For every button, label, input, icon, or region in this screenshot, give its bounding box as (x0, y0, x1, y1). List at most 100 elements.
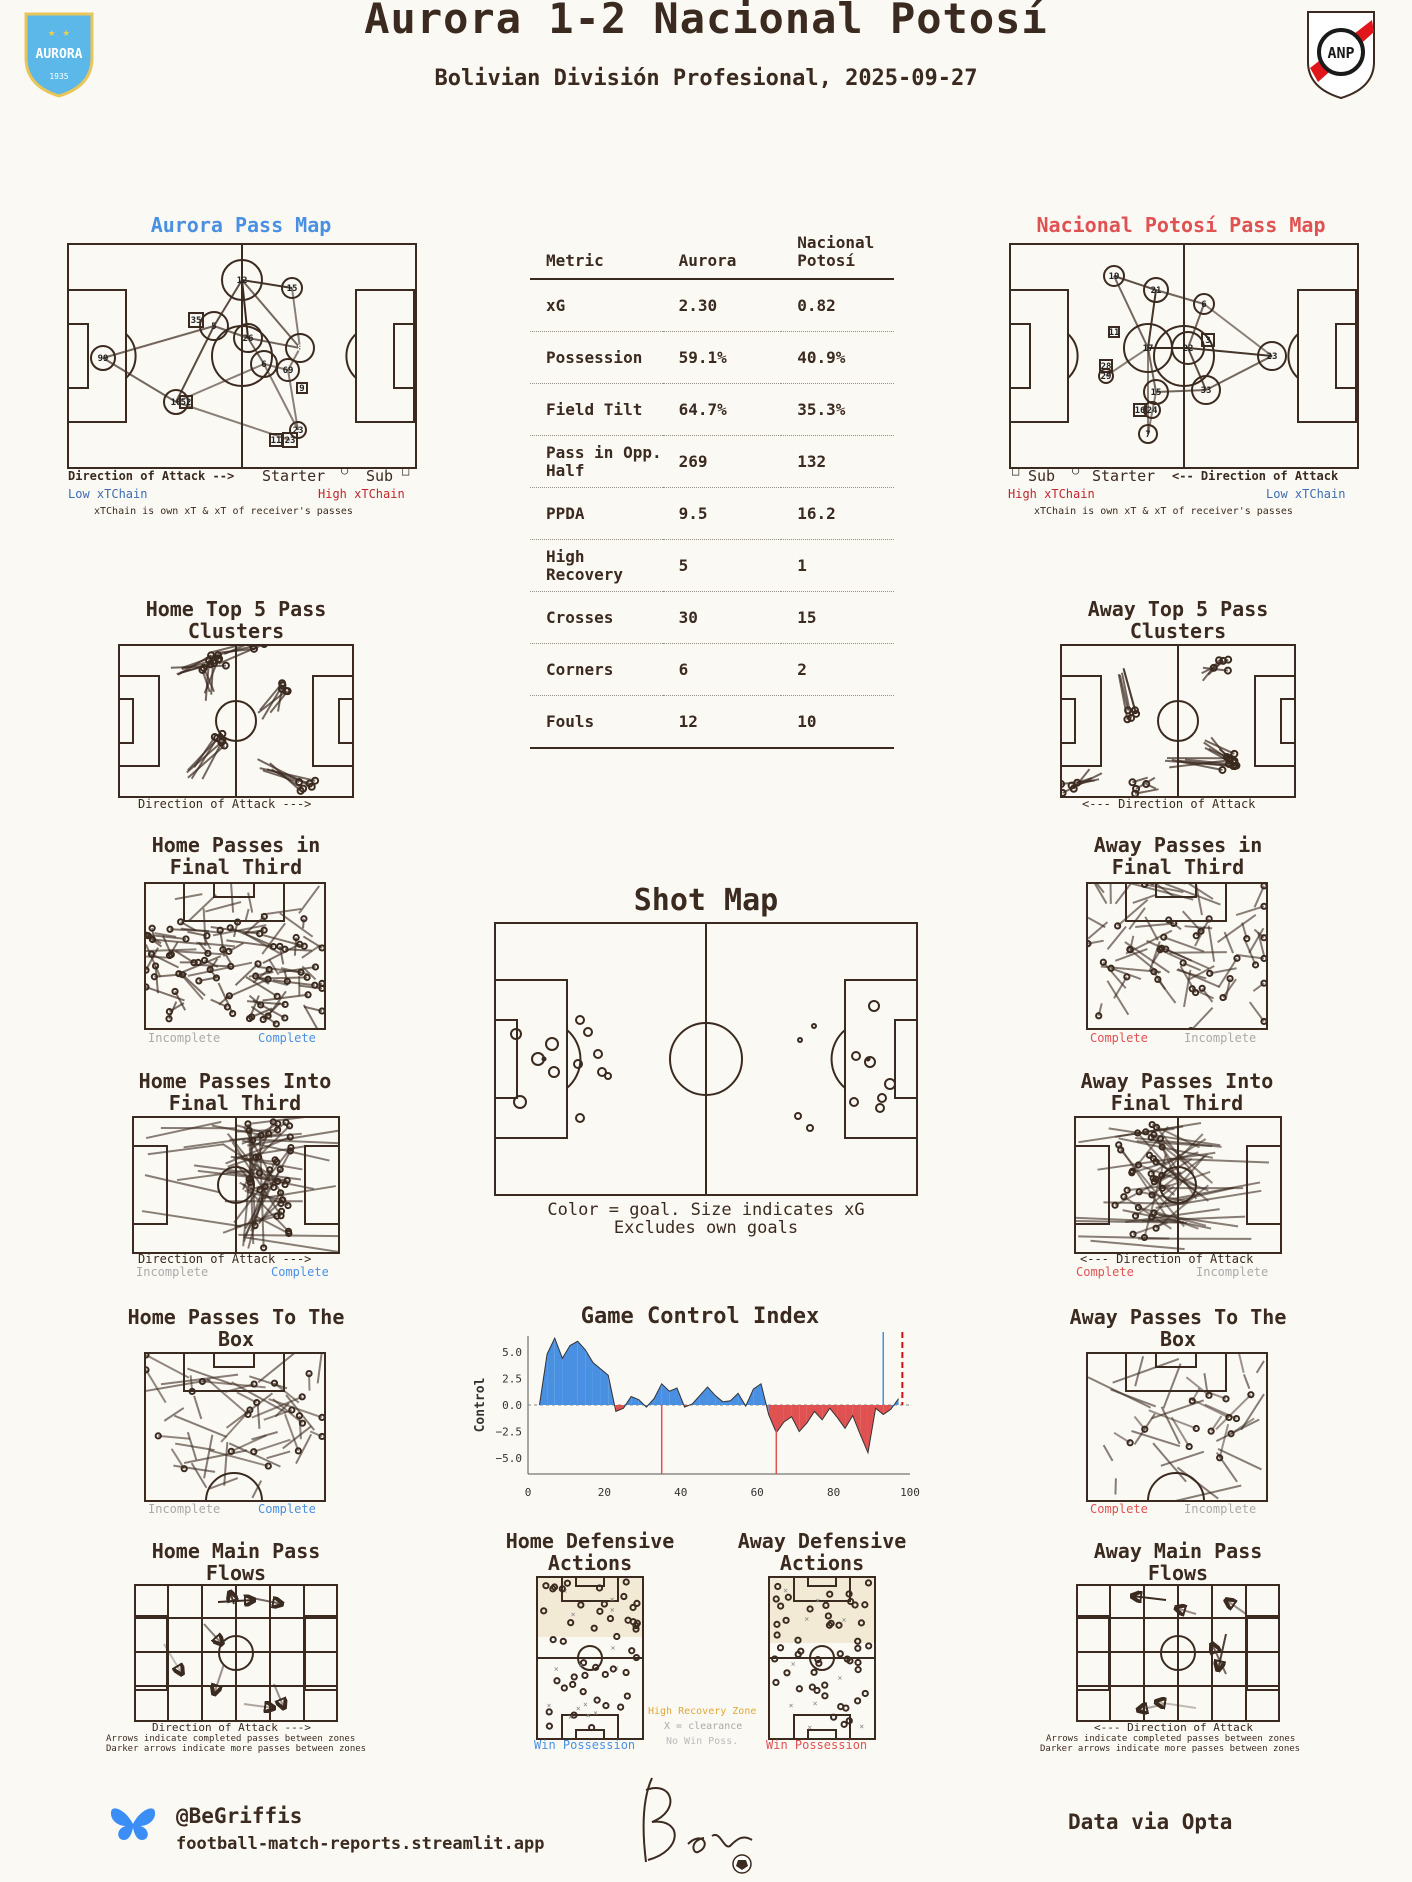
away-shot (875, 1103, 885, 1113)
away-ft-pass (1144, 883, 1184, 894)
away-ft-pass (1179, 965, 1197, 994)
home-it-pass-end (273, 1212, 281, 1220)
away-def-win (853, 1697, 862, 1705)
home-high-xtchain: High xTChain (318, 487, 405, 501)
home-cluster-pass (170, 664, 226, 669)
home-ft-pass (268, 958, 280, 976)
away-clusters-title: Away Top 5 Pass Clusters (1087, 597, 1269, 643)
away-ft-pass (1114, 948, 1148, 962)
away-ft-pass (1163, 936, 1205, 953)
away-pass-link (1203, 303, 1273, 357)
away-ft-pass-end (1206, 969, 1214, 977)
away-it-pass-end (1145, 1151, 1154, 1159)
away-pass-link (1147, 347, 1157, 393)
home-player-number: 6 (261, 360, 266, 370)
home-it-pass (225, 1136, 291, 1165)
home-def-nowin (563, 1579, 572, 1587)
home-ft-pass-end (264, 1012, 272, 1020)
home-ft-pass-end (318, 944, 326, 952)
away-def-nowin (794, 1636, 802, 1644)
away-team-badge: ANP (1307, 11, 1375, 100)
home-ft-pass-end (252, 972, 260, 980)
home-it-caption: Direction of Attack ---> (138, 1252, 312, 1266)
home-def-win (579, 1659, 588, 1667)
gci-y-tick: 5.0 (502, 1346, 522, 1359)
home-cluster-pass (271, 768, 304, 790)
away-box-pass-end (1225, 1413, 1233, 1422)
metrics-row: Field Tilt 64.7% 35.3% (530, 383, 894, 436)
metrics-cell-home: 9.5 (662, 487, 782, 540)
shot-map-title: Shot Map (633, 883, 779, 918)
control-chart-title: Game Control Index (580, 1304, 820, 1329)
away-into-third-pitch (1074, 1116, 1282, 1254)
away-ft-pass (1092, 882, 1108, 905)
home-ft-pass-end (296, 940, 304, 948)
shot-map-pitch (494, 922, 918, 1196)
home-ft-pass-end (195, 977, 203, 985)
away-def-nowin (840, 1720, 848, 1728)
footer-site[interactable]: football-match-reports.streamlit.app (176, 1834, 545, 1854)
away-box-pass (1170, 1416, 1191, 1448)
away-ft-pass (1184, 882, 1214, 900)
away-ft-pass-end (1160, 933, 1168, 941)
away-flows-title: Away Main Pass Flows (1093, 1539, 1263, 1585)
away-ft-pass-end (1191, 988, 1200, 997)
away-box-pass (1112, 1357, 1180, 1384)
home-box-pass (220, 1409, 251, 1443)
home-ft-pass (267, 990, 287, 1017)
home-box-pass-end (288, 1406, 296, 1414)
home-def-nowin (559, 1637, 567, 1645)
home-cluster-end (198, 665, 207, 674)
home-final-third-title: Home Passes in Final Third (151, 833, 321, 879)
home-box-pass-end (305, 1369, 313, 1378)
away-box-pass (1230, 1417, 1255, 1435)
home-it-pass (255, 1215, 290, 1235)
home-cluster-pass (210, 660, 215, 695)
away-ft-pass (1248, 927, 1265, 954)
away-box-pass-end (1185, 1442, 1193, 1451)
home-ft-pass-end (272, 1020, 280, 1028)
away-flow-arrow (1156, 1702, 1197, 1708)
home-player-number: 26 (243, 334, 254, 344)
home-cluster-pass (186, 741, 223, 774)
home-player-number: 10 (171, 398, 182, 408)
away-cluster-pass (1118, 674, 1130, 711)
away-flow-arrow (1226, 1600, 1247, 1615)
away-cluster-end (1123, 715, 1132, 724)
away-player-number: 22 (1183, 344, 1194, 354)
away-it-pass-end (1150, 1178, 1158, 1186)
metrics-cell-metric: Corners (530, 643, 663, 696)
metrics-cell-home: 269 (662, 435, 782, 488)
away-ft-pass-end (1205, 915, 1213, 923)
away-it-pass (1169, 1157, 1269, 1164)
home-it-pass (147, 1143, 224, 1156)
metrics-cell-home: 30 (662, 591, 782, 644)
home-ft-pass-end (281, 1014, 289, 1022)
metrics-cell-away: 0.82 (781, 279, 894, 332)
away-it-pass (1145, 1128, 1175, 1133)
home-it-pass-end (286, 1133, 294, 1141)
metrics-cell-metric: Pass in Opp. Half (530, 435, 663, 488)
away-box-pass (1215, 1393, 1252, 1431)
footer-handle[interactable]: @BeGriffis (176, 1804, 303, 1828)
away-player-number: 33 (1201, 386, 1212, 396)
away-box-pass (1185, 1376, 1210, 1397)
away-it-pass-end (1156, 1135, 1165, 1143)
away-box-pass-end (1247, 1391, 1255, 1399)
home-ft-pass (149, 934, 187, 940)
away-ft-pass (1144, 916, 1159, 941)
home-flow-arrow (163, 1643, 182, 1674)
home-player-number: 69 (283, 366, 294, 376)
home-box-pass (223, 1441, 229, 1486)
home-ft-pass (154, 932, 177, 938)
away-def-win (773, 1620, 781, 1628)
home-shot (583, 1027, 593, 1037)
home-cluster-end (217, 738, 226, 747)
away-def-clearance: × (815, 1596, 820, 1605)
home-box-pass-end (154, 1432, 162, 1440)
metrics-cell-metric: Possession (530, 331, 663, 384)
home-box-pass (163, 1407, 185, 1422)
home-box-pass-end (253, 1399, 261, 1407)
home-player-node (296, 382, 308, 394)
home-ft-pass (169, 928, 209, 933)
